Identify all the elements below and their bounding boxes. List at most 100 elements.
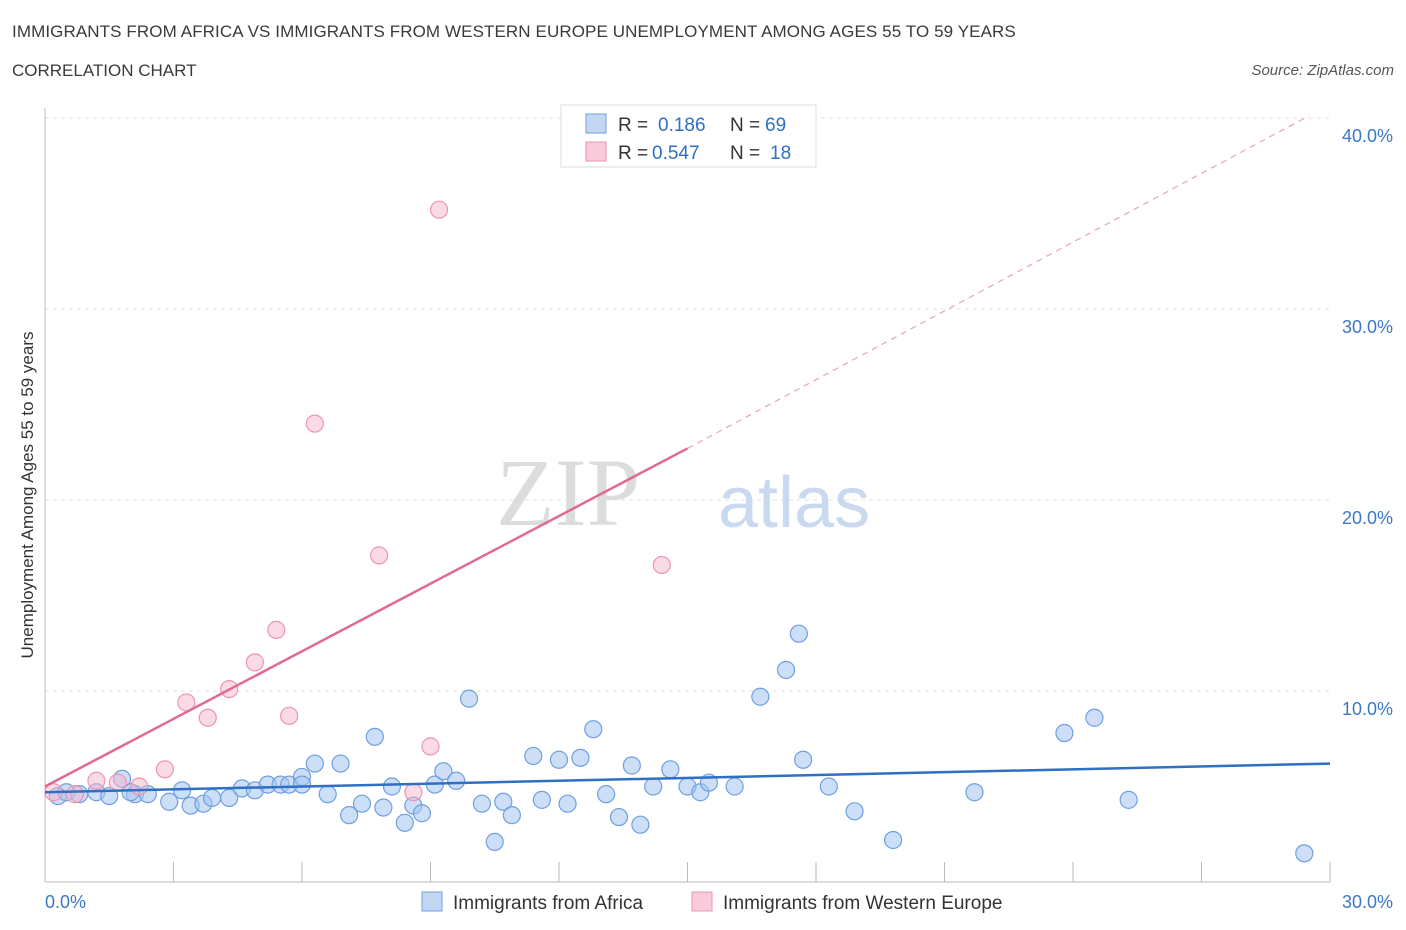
point-western-europe-5 (155, 760, 175, 779)
chart-title: IMMIGRANTS FROM AFRICA VS IMMIGRANTS FRO… (12, 22, 1016, 41)
trend-line-western-europe-extension (687, 115, 1309, 449)
point-western-europe-16 (429, 200, 449, 219)
point-africa-55 (751, 687, 770, 706)
point-africa-22 (331, 754, 350, 773)
point-africa-49 (644, 777, 663, 796)
point-western-europe-7 (198, 708, 217, 727)
point-africa-30 (412, 804, 432, 823)
x-tick-label-min: 0.0% (45, 892, 86, 912)
point-africa-54 (725, 777, 744, 796)
point-africa-46 (609, 807, 629, 827)
stats-legend: R = 0.186 N = 69 R = 0.547 N = 18 (560, 104, 817, 168)
legend-n-label-africa: N = (730, 115, 760, 136)
y-tick-label-30: 30.0% (1342, 317, 1393, 337)
gridlines (45, 117, 1330, 692)
point-africa-21 (318, 785, 337, 804)
legend-n-western-europe: 18 (770, 143, 791, 164)
point-africa-33 (447, 771, 466, 790)
point-africa-26 (374, 798, 393, 817)
point-western-europe-9 (245, 653, 264, 672)
point-africa-34 (459, 689, 479, 708)
y-tick-label-20: 20.0% (1342, 508, 1393, 528)
point-western-europe-11 (280, 706, 299, 725)
point-africa-41 (549, 750, 569, 769)
point-africa-37 (494, 792, 513, 811)
axes (44, 108, 1330, 883)
point-africa-13 (220, 788, 239, 808)
point-africa-28 (395, 813, 414, 832)
point-western-europe-2 (87, 771, 106, 790)
x-tick-label-max: 30.0% (1342, 892, 1393, 912)
series-africa (48, 624, 1314, 863)
legend-swatch-africa (585, 113, 607, 134)
point-africa-45 (597, 785, 616, 804)
legend-n-label-western-europe: N = (730, 143, 760, 164)
watermark: ZIP atlas (496, 439, 870, 546)
point-africa-23 (340, 806, 359, 825)
point-africa-48 (631, 815, 650, 834)
point-africa-12 (202, 788, 222, 808)
bottom-legend-swatch-western-europe (691, 891, 713, 912)
point-africa-56 (776, 660, 796, 680)
trend-lines (44, 115, 1331, 794)
point-western-europe-17 (652, 555, 671, 575)
point-western-europe-4 (130, 777, 149, 796)
point-africa-8 (160, 792, 179, 811)
bottom-legend-label-africa: Immigrants from Africa (453, 893, 643, 914)
x-axis-ticks (173, 862, 1331, 882)
point-western-europe-14 (404, 783, 423, 802)
legend-r-western-europe: 0.547 (652, 143, 700, 164)
y-tick-label-40: 40.0% (1342, 126, 1393, 146)
point-africa-43 (571, 748, 590, 767)
point-africa-27 (382, 777, 402, 796)
point-africa-63 (1055, 723, 1074, 743)
point-africa-40 (532, 790, 551, 809)
legend-r-africa: 0.186 (658, 115, 706, 136)
point-africa-57 (789, 624, 808, 643)
point-africa-68 (292, 775, 312, 794)
chart-subtitle: CORRELATION CHART (12, 61, 197, 80)
bottom-legend-label-western-europe: Immigrants from Western Europe (723, 893, 1002, 914)
legend-n-africa: 69 (765, 115, 786, 136)
point-africa-66 (1295, 844, 1314, 863)
legend-r-label-western-europe: R = (618, 143, 648, 164)
point-africa-47 (622, 756, 641, 775)
point-africa-42 (558, 794, 577, 813)
y-axis-tick-labels: 10.0% 20.0% 30.0% 40.0% (1342, 126, 1393, 719)
point-western-europe-13 (370, 546, 389, 565)
point-africa-25 (365, 727, 384, 746)
legend-r-label-africa: R = (618, 115, 648, 136)
point-africa-61 (883, 830, 903, 850)
watermark-atlas: atlas (718, 463, 870, 543)
legend-swatch-western-europe (585, 141, 607, 162)
trend-line-africa (44, 762, 1331, 794)
point-africa-58 (794, 750, 813, 769)
bottom-legend-swatch-africa (421, 891, 443, 912)
point-africa-36 (485, 832, 504, 851)
point-africa-24 (352, 794, 372, 813)
series-legend: Immigrants from Africa Immigrants from W… (421, 891, 1002, 914)
point-africa-62 (965, 783, 984, 802)
point-africa-35 (472, 794, 491, 813)
trend-line-western-europe (44, 447, 689, 788)
point-africa-39 (524, 746, 543, 766)
point-africa-59 (819, 777, 838, 796)
source-label: Source: ZipAtlas.com (1251, 62, 1394, 79)
point-africa-38 (502, 806, 521, 825)
point-africa-64 (1085, 708, 1104, 727)
point-western-europe-1 (65, 785, 85, 804)
y-tick-label-10: 10.0% (1342, 699, 1393, 719)
point-africa-50 (661, 760, 680, 779)
point-africa-60 (845, 802, 864, 821)
point-africa-65 (1119, 790, 1138, 809)
point-africa-20 (305, 754, 324, 773)
watermark-zip: ZIP (496, 439, 640, 546)
point-western-europe-10 (267, 620, 286, 639)
point-western-europe-12 (305, 414, 324, 433)
point-western-europe-3 (108, 773, 127, 792)
point-africa-32 (434, 762, 453, 781)
y-axis-title: Unemployment Among Ages 55 to 59 years (18, 332, 37, 659)
point-africa-44 (584, 720, 603, 739)
point-western-europe-15 (421, 737, 440, 756)
